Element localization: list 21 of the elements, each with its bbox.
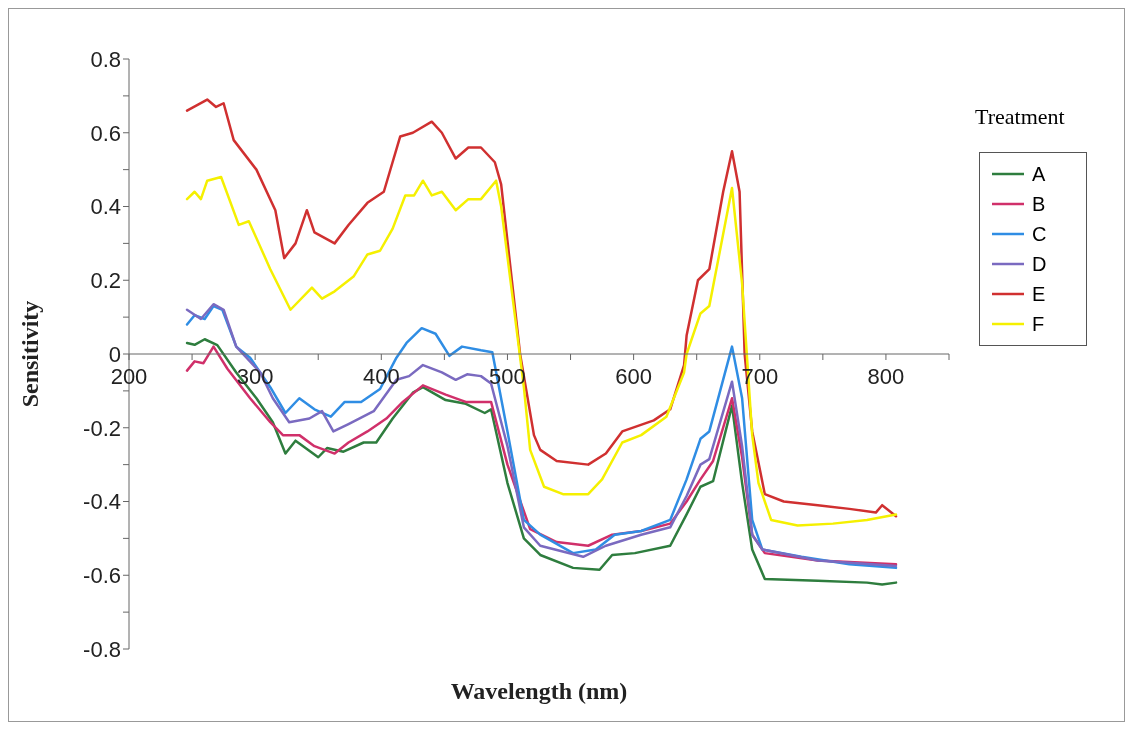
y-axis-title: Sensitivity xyxy=(16,300,43,408)
y-tick-label: 0.6 xyxy=(90,120,121,146)
y-tick-label: 0 xyxy=(108,341,121,367)
y-tick-label: -0.8 xyxy=(83,636,121,662)
y-tick-label: 0.8 xyxy=(90,46,121,72)
legend-label: A xyxy=(1032,162,1046,186)
x-axis-title: Wavelength (nm) xyxy=(450,678,628,704)
x-tick-label: 600 xyxy=(615,364,652,389)
legend-label: B xyxy=(1032,192,1046,216)
y-tick-label: 0.4 xyxy=(90,194,121,220)
legend-label: D xyxy=(1032,252,1047,276)
legend-label: F xyxy=(1032,312,1045,336)
x-tick-label: 800 xyxy=(867,364,905,389)
y-tick-label: -0.6 xyxy=(83,563,121,589)
legend-label: C xyxy=(1032,222,1047,246)
legend-label: E xyxy=(1032,282,1046,306)
y-tick-label: -0.4 xyxy=(83,489,121,515)
y-tick-label: -0.2 xyxy=(83,415,121,441)
x-tick-label: 200 xyxy=(110,364,148,389)
legend-title: Treatment xyxy=(975,104,1066,130)
y-tick-label: 0.2 xyxy=(90,268,121,294)
